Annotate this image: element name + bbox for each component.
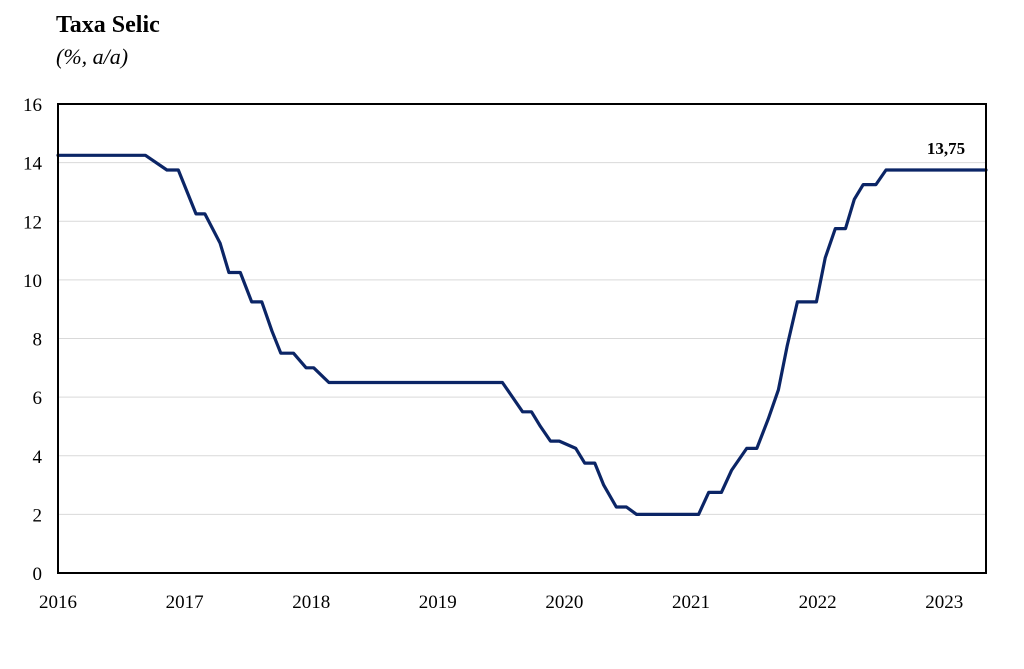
plot-frame	[57, 103, 987, 574]
y-tick-label: 2	[33, 505, 43, 526]
x-tick-label: 2022	[799, 592, 837, 613]
chart-subtitle: (%, a/a)	[56, 44, 129, 69]
series-line	[56, 153, 988, 516]
x-tick-label: 2021	[672, 592, 710, 613]
x-tick-label: 2018	[292, 592, 330, 613]
y-tick-label: 0	[33, 564, 43, 585]
x-axis-ticks: 2016 2017 2018 2019 2020 2021 2022 2023	[39, 592, 963, 613]
y-tick-label: 6	[33, 388, 43, 409]
end-value-label: 13,75	[927, 139, 965, 158]
x-tick-label: 2016	[39, 592, 77, 613]
chart-title: Taxa Selic	[56, 12, 160, 38]
y-tick-label: 10	[23, 271, 42, 292]
y-tick-label: 16	[23, 95, 42, 116]
y-tick-label: 8	[33, 330, 43, 351]
x-tick-label: 2017	[166, 592, 204, 613]
y-tick-label: 12	[23, 212, 42, 233]
y-tick-label: 4	[33, 447, 43, 468]
gridlines	[58, 162, 986, 515]
x-tick-label: 2023	[925, 592, 963, 613]
x-tick-label: 2019	[419, 592, 457, 613]
y-tick-label: 14	[23, 154, 43, 175]
y-axis-ticks: 0 2 4 6 8 10 12 14 16	[23, 95, 43, 585]
x-tick-label: 2020	[545, 592, 583, 613]
